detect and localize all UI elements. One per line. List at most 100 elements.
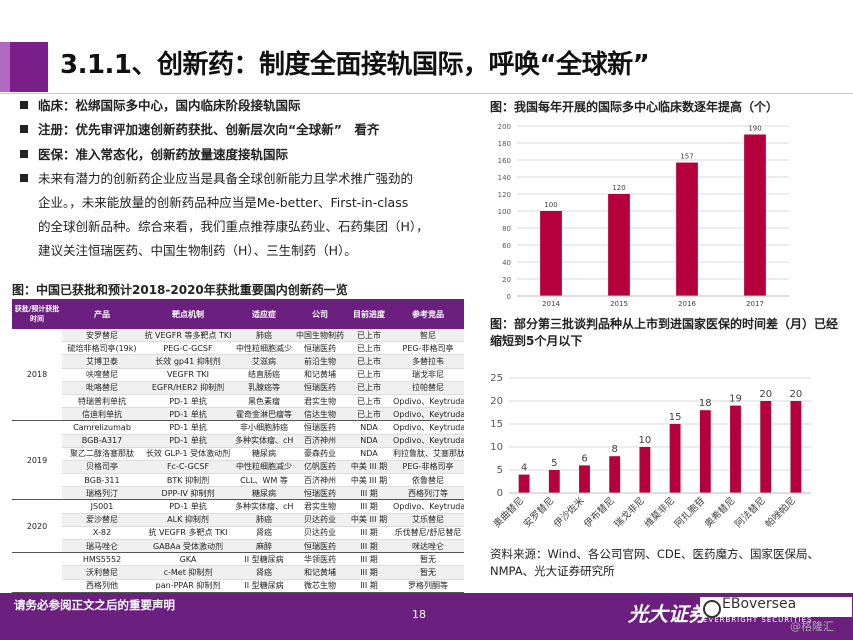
data-label: 6 xyxy=(581,453,587,464)
table-header-cell: 产品 xyxy=(62,299,142,329)
y-tick-label: 140 xyxy=(498,174,511,182)
data-label: 4 xyxy=(521,463,527,474)
table-cell: 肾癌 xyxy=(234,565,294,580)
bullet-outlook-line-2: 企业。，未来能放量的创新药品种应当是Me-better、First-in-cla… xyxy=(38,195,409,210)
watermark-text: EBoversea xyxy=(722,596,797,612)
table-cell: 罗格列酮等 xyxy=(392,579,464,593)
table-header-cell: 获批/预计获批时间 xyxy=(12,299,62,329)
table-cell: PD-1 单抗 xyxy=(142,434,234,448)
table-cell: Opdivo、Keytruda xyxy=(392,394,464,409)
table-cell: 艾乐替尼 xyxy=(392,513,464,527)
table-cell: 君实生物 xyxy=(294,394,346,409)
table-cell: 已上市 xyxy=(346,381,392,395)
table-cell: NDA xyxy=(346,447,392,461)
y-tick-label: 160 xyxy=(498,157,511,165)
table-cell: PD-1 单抗 xyxy=(142,420,234,435)
x-tick-label: 奥希替尼 xyxy=(702,495,737,530)
x-tick-label: 阿法替尼 xyxy=(732,495,767,530)
data-label: 190 xyxy=(748,125,761,133)
table-cell: NDA xyxy=(346,420,392,435)
x-tick-label: 瑞戈非尼 xyxy=(612,495,647,530)
table-cell: 多种实体瘤、cHL xyxy=(234,434,294,448)
data-label: 18 xyxy=(699,398,712,409)
table-cell: c-Met 抑制剂 xyxy=(142,565,234,580)
table-year-cell xyxy=(12,552,62,593)
table-row: 西格列他 pan-PPAR 抑制剂 II 型糖尿病 微芯生物 III 期罗格列酮等 xyxy=(12,579,464,593)
table-cell: 麻醉 xyxy=(234,539,294,554)
table-cell: 多替拉韦 xyxy=(392,354,464,369)
table-cell: 前沿生物 xyxy=(294,354,346,369)
table-cell: Opdivo、Keytruda xyxy=(392,420,464,435)
x-tick-label: 2017 xyxy=(746,300,764,306)
table-cell: EGFR/HER2 抑制剂 xyxy=(142,381,234,395)
table-cell: 西格列他 xyxy=(62,579,142,593)
table-header-cell: 靶点机制 xyxy=(142,299,234,329)
table-cell: Fc-C-GCSF xyxy=(142,460,234,475)
table-row: 2018 安罗替尼抗 VEGFR 等多靶点 TKI 肺癌 中国生物制药 已上市 智尼 xyxy=(12,329,464,422)
data-label: 5 xyxy=(551,458,557,469)
bullet-square-icon xyxy=(20,174,28,182)
table-cell: 瑞马唑仑 xyxy=(62,539,142,554)
table-cell: 智尼 xyxy=(392,329,464,343)
table-cell: 霍奇金淋巴瘤等 xyxy=(234,407,294,422)
table-cell: 利拉鲁肽、艾塞那肽等 xyxy=(392,447,464,461)
chart1-title: 图：我国每年开展的国际多中心临床数逐年提高（个） xyxy=(490,100,779,114)
table-cell: ALK 抑制剂 xyxy=(142,513,234,527)
watermark-box xyxy=(700,597,852,617)
table-cell: 艾滋病 xyxy=(234,354,294,369)
table-cell: 硫培非格司亭(19k) xyxy=(62,341,142,356)
table-cell: Opdivo、Keytruda xyxy=(392,499,464,514)
table-row: 硫培非格司亭(19k) PEG-C-GCSF 中性粒细胞减少 恒瑞医药 已上市 PEG-非… xyxy=(12,341,464,356)
table-cell: 非小细胞肺癌 xyxy=(234,420,294,435)
bar xyxy=(699,410,711,493)
bar xyxy=(540,211,562,296)
table-cell: III 期 xyxy=(346,579,392,593)
x-tick-label: 2016 xyxy=(678,300,696,306)
disclaimer-text: 请务必参阅正文之后的重要声明 xyxy=(14,598,175,612)
y-tick-label: 20 xyxy=(490,396,503,407)
table-cell: 中美 III 期 xyxy=(346,473,392,488)
table-cell: 恒瑞医药 xyxy=(294,539,346,554)
table-cell: III 期 xyxy=(346,526,392,541)
y-tick-label: 15 xyxy=(490,419,503,430)
page-number: 18 xyxy=(412,608,426,621)
table-cell: 呋喹替尼 xyxy=(62,368,142,382)
table-row: 瑞格列汀 DPP-IV 抑制剂 糖尿病 恒瑞医药 III 期西格列汀等 xyxy=(12,486,464,501)
x-tick-label: 2015 xyxy=(610,300,628,306)
table-cell: 已上市 xyxy=(346,407,392,422)
table-cell: 拉帕替尼 xyxy=(392,381,464,395)
table-cell: 百济神州 xyxy=(294,434,346,448)
table-row: 聚乙二醇洛塞那肽 长效 GLP-1 受体激动剂 糖尿病 豪森药业 NDA 利拉鲁肽、艾塞那… xyxy=(12,447,464,461)
table-row: BGB-A317 PD-1 单抗 多种实体瘤、cHL 百济神州 NDA Opdivo、Ke… xyxy=(12,434,464,448)
table-cell: DPP-IV 抑制剂 xyxy=(142,486,234,501)
table-cell: 华领医药 xyxy=(294,552,346,567)
table-row: BGB-311 BTK 抑制剂 CLL、WM 等百济神州 中美 III 期依鲁替尼 xyxy=(12,473,464,488)
table-cell: 特瑞普利单抗 xyxy=(62,394,142,409)
table-cell: 乳腺癌等 xyxy=(234,381,294,395)
data-label: 8 xyxy=(612,444,618,455)
x-tick-label: 伊沙佐米 xyxy=(551,494,587,530)
table-cell: 肾癌 xyxy=(234,526,294,541)
table-row: 信迪利单抗 PD-1 单抗 霍奇金淋巴瘤等 信达生物 已上市 Opdivo、Keytrud… xyxy=(12,407,464,422)
table-title: 图：中国已获批和预计2018-2020年获批重要国内创新药一览 xyxy=(12,283,348,297)
chart1-bar-chart: 0 20 40 60 80 100 120 140 160 180 200 100 2014 120 201… xyxy=(498,123,789,306)
data-label: 157 xyxy=(680,153,693,161)
table-row: 特瑞普利单抗 PD-1 单抗 黑色素瘤 君实生物 已上市 Opdivo、Keytruda xyxy=(12,394,464,409)
data-label: 19 xyxy=(729,394,742,405)
table-cell: 和记黄埔 xyxy=(294,565,346,580)
table-cell: 黑色素瘤 xyxy=(234,394,294,409)
y-tick-label: 40 xyxy=(502,259,511,267)
table-cell: 安罗替尼 xyxy=(62,329,142,343)
table-row: X-82 抗 VEGFR 多靶点 TKI 肾癌 贝达药业 III 期乐伐替尼/舒尼替尼 xyxy=(12,526,464,541)
table-header-cell: 公司 xyxy=(294,299,346,329)
table-cell: 信达生物 xyxy=(294,407,346,422)
bar xyxy=(744,134,766,296)
brand-logo-cn: 光大证券 xyxy=(628,602,708,626)
table-cell: 贝达药业 xyxy=(294,513,346,527)
table-cell: 已上市 xyxy=(346,368,392,382)
table-cell: 爱沙替尼 xyxy=(62,513,142,527)
table-cell: 抗 VEGFR 等多靶点 TKI xyxy=(142,329,234,343)
bar xyxy=(548,470,560,493)
data-label: 15 xyxy=(669,412,682,423)
table-cell: BGB-A317 xyxy=(62,434,142,448)
